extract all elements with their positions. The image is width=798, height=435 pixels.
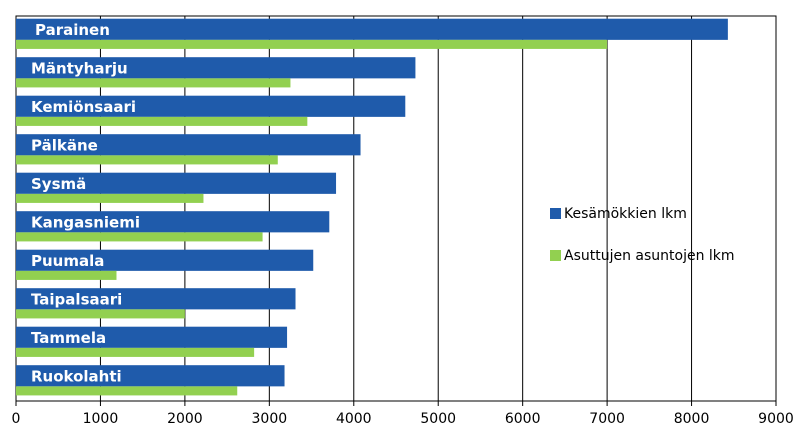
bars xyxy=(16,18,728,396)
bar-asunnot xyxy=(16,270,117,280)
bar-asunnot xyxy=(16,347,255,357)
category-label: Puumala xyxy=(31,252,104,270)
category-label: Pälkäne xyxy=(31,136,98,154)
bar-kesamokit xyxy=(16,365,285,387)
category-label: Parainen xyxy=(35,21,110,39)
bar-asunnot xyxy=(16,155,278,165)
category-label: Mäntyharju xyxy=(31,59,128,77)
category-label: Ruokolahti xyxy=(31,367,122,385)
category-label: Kangasniemi xyxy=(31,213,140,231)
bar-kesamokit xyxy=(16,134,361,156)
x-tick-label: 4000 xyxy=(336,411,372,427)
bar-kesamokit xyxy=(16,95,406,117)
category-label: Taipalsaari xyxy=(31,290,122,308)
bar-kesamokit xyxy=(16,57,416,79)
x-tick-label: 6000 xyxy=(505,411,541,427)
bar-asunnot xyxy=(16,193,204,203)
legend: Kesämökkien lkm Asuttujen asuntojen lkm xyxy=(550,206,735,264)
bar-asunnot xyxy=(16,39,608,49)
legend-label: Kesämökkien lkm xyxy=(564,206,687,222)
bar-asunnot xyxy=(16,386,238,396)
legend-swatch xyxy=(550,208,561,219)
x-tick-label: 2000 xyxy=(167,411,203,427)
x-tick-label: 9000 xyxy=(758,411,794,427)
category-labels: Parainen Mäntyharju Kemiönsaari Pälkäne Sysm… xyxy=(31,21,140,386)
x-tick-label: 3000 xyxy=(252,411,288,427)
x-tick-label: 8000 xyxy=(674,411,710,427)
x-tick-label: 0 xyxy=(12,411,21,427)
category-label: Sysmä xyxy=(31,175,86,193)
bar-kesamokit xyxy=(16,211,330,233)
bar-kesamokit xyxy=(16,326,288,348)
bar-asunnot xyxy=(16,232,263,242)
bar-asunnot xyxy=(16,309,185,319)
bar-asunnot xyxy=(16,78,291,88)
bar-kesamokit xyxy=(16,288,296,310)
category-label: Tammela xyxy=(31,329,106,347)
bar-asunnot xyxy=(16,116,308,126)
x-tick-label: 1000 xyxy=(83,411,119,427)
x-axis: 0 1000 2000 3000 4000 5000 6000 7000 8000 9000 xyxy=(12,401,794,427)
legend-swatch xyxy=(550,250,561,261)
bar-kesamokit xyxy=(16,172,337,194)
category-label: Kemiönsaari xyxy=(31,98,136,116)
bar-kesamokit xyxy=(16,18,728,40)
x-tick-label: 5000 xyxy=(420,411,456,427)
x-tick-label: 7000 xyxy=(589,411,625,427)
legend-label: Asuttujen asuntojen lkm xyxy=(564,248,735,264)
bar-kesamokit xyxy=(16,249,314,271)
